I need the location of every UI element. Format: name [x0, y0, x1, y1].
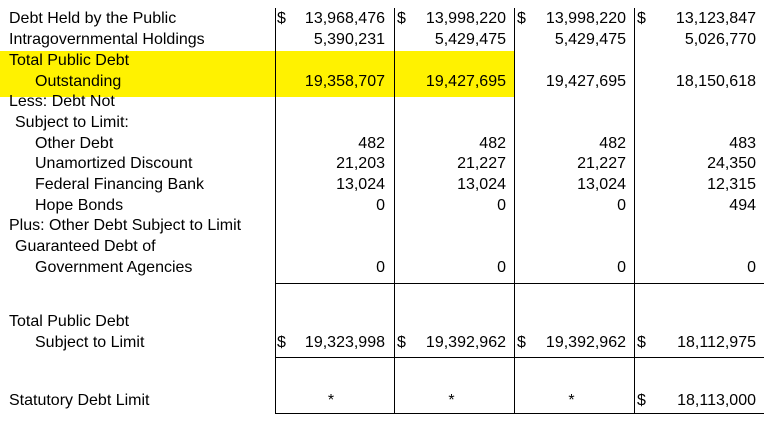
value-cell: 21,227 [577, 155, 626, 172]
value-cell: 0 [376, 197, 385, 214]
value-cell: 19,392,962 [425, 334, 506, 351]
value-cell: 13,998,220 [545, 10, 626, 27]
value-cell: 482 [599, 135, 626, 152]
value-cell: 13,968,476 [304, 10, 385, 27]
value-cell: 482 [479, 135, 506, 152]
value-cell: 5,429,475 [434, 31, 506, 48]
value-cell: 5,026,770 [684, 31, 756, 48]
value-cell: 5,429,475 [554, 31, 626, 48]
dollar-sign: $ [637, 10, 646, 27]
column-divider [514, 8, 515, 414]
value-cell: 0 [376, 259, 385, 276]
not-applicable-mark: * [448, 392, 455, 409]
value-cell: 482 [358, 135, 385, 152]
value-cell: 0 [497, 197, 506, 214]
value-cell: 18,150,618 [675, 73, 756, 90]
row-label: Debt Held by the Public [9, 10, 177, 27]
value-cell: 21,227 [457, 155, 506, 172]
row-label: Less: Debt Not [9, 93, 115, 110]
dollar-sign: $ [397, 10, 406, 27]
value-cell: 24,350 [707, 155, 756, 172]
value-cell: 21,203 [336, 155, 385, 172]
row-label: Subject to Limit [35, 334, 145, 351]
value-cell: 13,024 [336, 176, 385, 193]
value-cell: 19,427,695 [425, 73, 506, 90]
row-label: Total Public Debt [9, 52, 130, 69]
row-label: Subject to Limit: [15, 114, 129, 131]
section-rule [275, 413, 764, 414]
value-cell: 18,112,975 [677, 334, 756, 351]
row-label: Intragovernmental Holdings [9, 31, 205, 48]
row-label: Other Debt [35, 135, 114, 152]
row-label: Total Public Debt [9, 313, 130, 330]
value-cell: 5,390,231 [313, 31, 385, 48]
section-rule [275, 283, 764, 284]
not-applicable-mark: * [568, 392, 575, 409]
row-label: Hope Bonds [35, 197, 124, 214]
value-cell: 13,024 [577, 176, 626, 193]
dollar-sign: $ [277, 10, 286, 27]
value-cell: 19,392,962 [545, 334, 626, 351]
dollar-sign: $ [517, 334, 526, 351]
value-cell: 0 [617, 259, 626, 276]
not-applicable-mark: * [327, 392, 335, 409]
row-label: Plus: Other Debt Subject to Limit [9, 217, 242, 234]
highlight-band-label [0, 51, 275, 97]
dollar-sign: $ [277, 334, 286, 351]
row-label: Federal Financing Bank [35, 176, 204, 193]
value-cell: 19,358,707 [304, 73, 385, 90]
column-divider [634, 8, 635, 414]
column-divider [394, 8, 395, 414]
value-cell: 0 [497, 259, 506, 276]
value-cell: 13,998,220 [425, 10, 506, 27]
section-rule [275, 357, 764, 358]
value-cell: 18,113,000 [677, 392, 756, 409]
value-cell: 12,315 [707, 176, 756, 193]
dollar-sign: $ [637, 392, 646, 409]
value-cell: 483 [729, 135, 756, 152]
dollar-sign: $ [397, 334, 406, 351]
value-cell: 19,323,998 [304, 334, 385, 351]
row-label: Outstanding [35, 73, 122, 90]
dollar-sign: $ [637, 334, 646, 351]
row-label: Unamortized Discount [35, 155, 193, 172]
highlight-band-values [275, 51, 515, 97]
value-cell: 494 [729, 197, 756, 214]
dollar-sign: $ [517, 10, 526, 27]
row-label: Government Agencies [35, 259, 193, 276]
value-cell: 13,123,847 [675, 10, 756, 27]
value-cell: 13,024 [457, 176, 506, 193]
row-label: Statutory Debt Limit [9, 392, 150, 409]
value-cell: 0 [617, 197, 626, 214]
value-cell: 0 [747, 259, 756, 276]
column-divider [275, 8, 276, 414]
row-label: Guaranteed Debt of [15, 238, 156, 255]
value-cell: 19,427,695 [545, 73, 626, 90]
